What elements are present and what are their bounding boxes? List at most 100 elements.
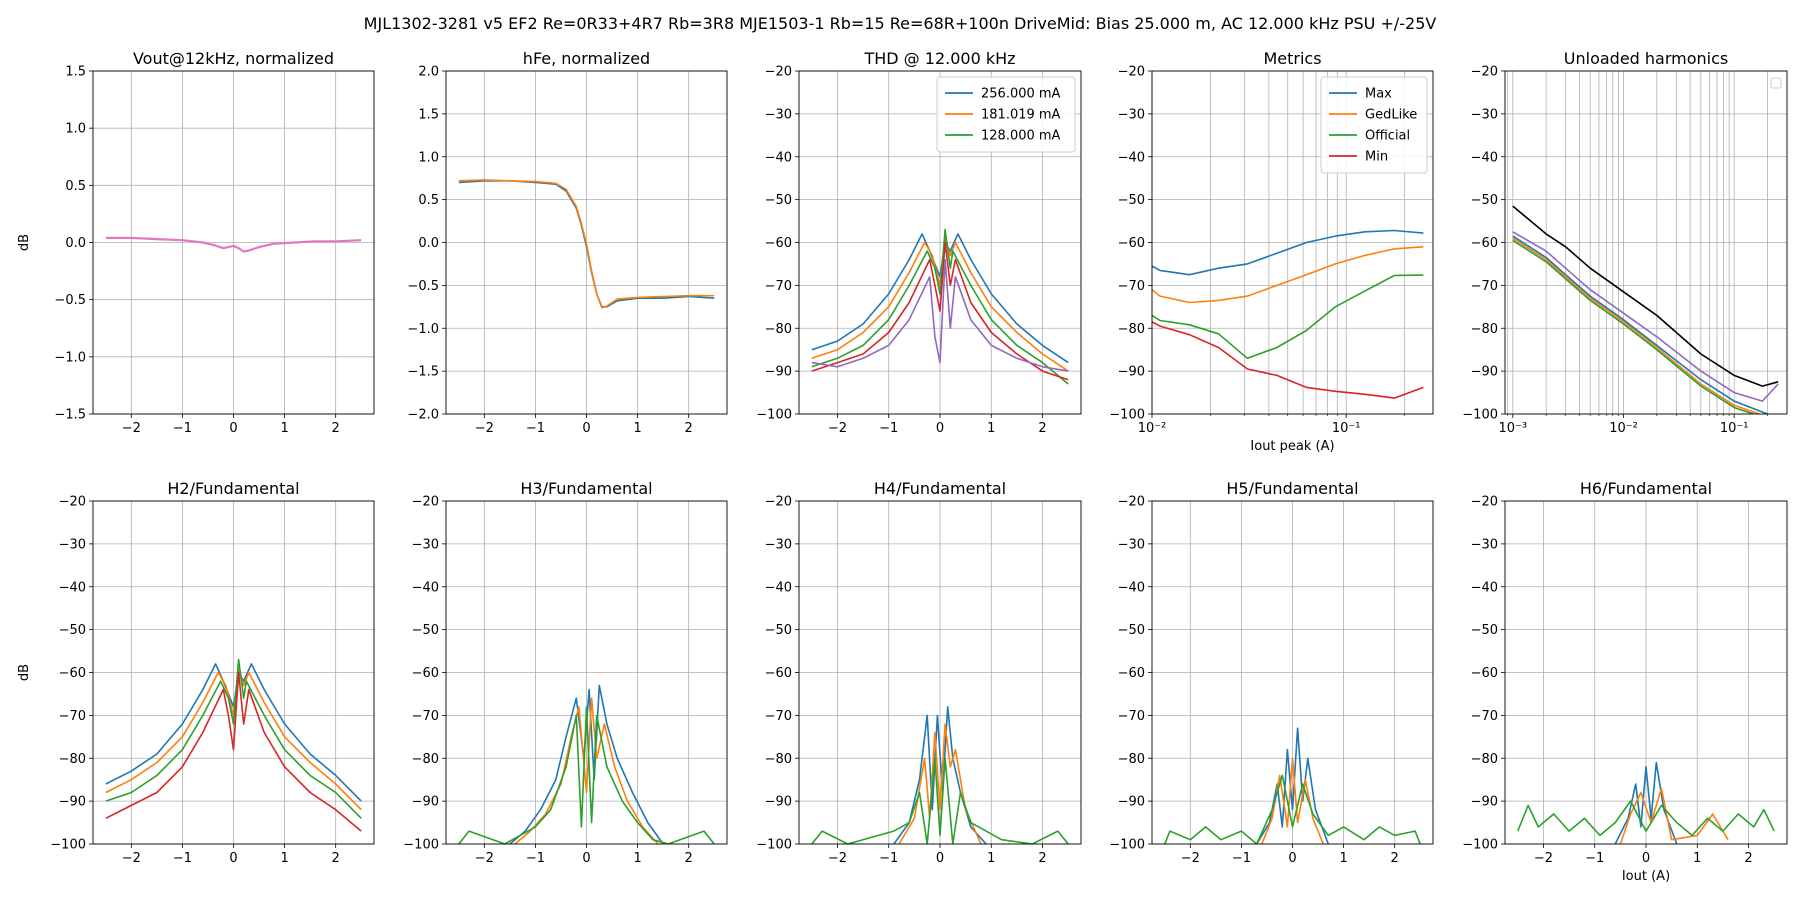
x-tick-label: −2 (828, 851, 847, 866)
y-tick-label: −80 (1471, 752, 1498, 767)
axes-frame (798, 500, 1082, 845)
y-tick-label: −1.5 (54, 408, 86, 423)
y-tick-label: −20 (412, 495, 439, 510)
axes-frame (445, 70, 728, 415)
legend-label: 128.000 mA (981, 129, 1061, 144)
y-tick-label: −40 (1118, 580, 1145, 595)
y-tick-label: −40 (59, 580, 86, 595)
y-tick-label: −60 (1118, 666, 1145, 681)
y-tick-label: −70 (1118, 709, 1145, 724)
series-line-1 (514, 697, 659, 844)
series-line-0 (1256, 727, 1330, 844)
panel-vout: −2 −1 0 1 2 −1.5 −1.0 −0.5 0.0 0.5 1.0 1.5 Vout@12kH… (17, 49, 375, 436)
empty-legend-box (1770, 77, 1782, 89)
y-axis-label: dB (17, 664, 32, 681)
legend-label: 181.019 mA (981, 108, 1061, 123)
series-group (105, 236, 362, 253)
y-tick-label: −40 (1118, 150, 1145, 165)
y-tick-label: −50 (765, 193, 792, 208)
series-group (458, 684, 715, 844)
legend: 256.000 mA 181.019 mA 128.000 mA (936, 76, 1076, 153)
series-line-1 (458, 179, 715, 309)
axes-frame (92, 500, 375, 845)
y-tick-label: 0.0 (65, 236, 86, 251)
x-tick-label: 1 (633, 851, 641, 866)
y-tick-label: −60 (765, 666, 792, 681)
series-group (811, 706, 1069, 844)
x-tick-label: 10⁻³ (1499, 421, 1528, 436)
y-tick-label: −40 (412, 580, 439, 595)
x-tick-label: 2 (332, 851, 340, 866)
x-tick-label: 10⁻² (1609, 421, 1638, 436)
series-line-1 (898, 723, 982, 844)
x-tick-label: 2 (1744, 851, 1752, 866)
y-tick-label: −40 (1471, 150, 1498, 165)
y-tick-label: −100 (756, 838, 792, 853)
y-tick-label: −30 (765, 107, 792, 122)
y-tick-label: 1.5 (65, 65, 86, 80)
series-line-2 (811, 228, 1069, 385)
x-tick-label: −2 (1534, 851, 1553, 866)
x-tick-label: 2 (1038, 421, 1046, 436)
x-tick-label: 0 (582, 421, 590, 436)
y-tick-label: −90 (1118, 795, 1145, 810)
x-tick-label: 1 (280, 851, 288, 866)
x-tick-label: 10⁻² (1138, 421, 1167, 436)
y-tick-label: −20 (1471, 65, 1498, 80)
y-tick-label: −30 (412, 537, 439, 552)
y-tick-label: −20 (1118, 65, 1145, 80)
x-tick-label: 2 (332, 421, 340, 436)
y-tick-label: −50 (1118, 193, 1145, 208)
panel-thd: −2 −1 0 1 2 −100 −90 −80 −70 −60 −50 −40 −30 −20 THD @… (756, 49, 1082, 436)
x-axis-label: Iout (A) (1622, 869, 1670, 884)
series-group (1512, 205, 1779, 414)
panel-title: Vout@12kHz, normalized (133, 49, 334, 68)
y-tick-label: −40 (765, 580, 792, 595)
x-tick-label: −1 (526, 421, 545, 436)
y-tick-label: −100 (1462, 838, 1498, 853)
axes-frame (1504, 500, 1788, 845)
panel-unloaded: 10⁻³ 10⁻² 10⁻¹ −100 −90 −80 −70 −60 −50 −40 −30 −20… (1462, 49, 1788, 436)
panel-title: H6/Fundamental (1580, 479, 1712, 498)
x-tick-label: −1 (526, 851, 545, 866)
y-tick-label: −80 (765, 322, 792, 337)
x-tick-label: −1 (879, 851, 898, 866)
y-tick-label: −20 (59, 495, 86, 510)
y-tick-label: −20 (1471, 495, 1498, 510)
x-tick-label: 10⁻¹ (1332, 421, 1361, 436)
axes-frame (1504, 70, 1788, 415)
y-tick-label: 0.5 (65, 179, 86, 194)
y-tick-label: 1.0 (418, 150, 439, 165)
x-tick-label: 1 (633, 421, 641, 436)
x-tick-label: −1 (173, 421, 192, 436)
series-line-1 (1152, 246, 1424, 304)
y-tick-label: −90 (765, 365, 792, 380)
y-tick-label: −50 (1471, 193, 1498, 208)
series-line-0 (1152, 229, 1424, 276)
axes-frame (92, 70, 375, 415)
series-line-4 (1512, 239, 1754, 414)
y-tick-label: −50 (59, 623, 86, 638)
x-tick-label: −2 (475, 421, 494, 436)
x-tick-label: 0 (229, 851, 237, 866)
y-tick-label: 1.0 (65, 122, 86, 137)
y-tick-label: −100 (403, 838, 439, 853)
y-tick-label: −80 (1118, 322, 1145, 337)
series-group (1164, 727, 1421, 844)
x-tick-label: 0 (936, 851, 944, 866)
y-tick-label: −60 (1118, 236, 1145, 251)
series-group (458, 179, 715, 309)
series-line-4 (811, 258, 1069, 372)
y-tick-label: −90 (59, 795, 86, 810)
x-tick-label: 1 (280, 421, 288, 436)
y-tick-label: 0.5 (418, 193, 439, 208)
axes-frame (798, 70, 1082, 415)
panel-title: H3/Fundamental (520, 479, 652, 498)
legend-label: 256.000 mA (981, 87, 1061, 102)
legend: Max GedLike Official Min (1320, 76, 1428, 174)
series-line-0 (509, 684, 664, 844)
x-tick-label: 0 (1288, 851, 1296, 866)
y-tick-label: −90 (765, 795, 792, 810)
y-tick-label: −60 (412, 666, 439, 681)
